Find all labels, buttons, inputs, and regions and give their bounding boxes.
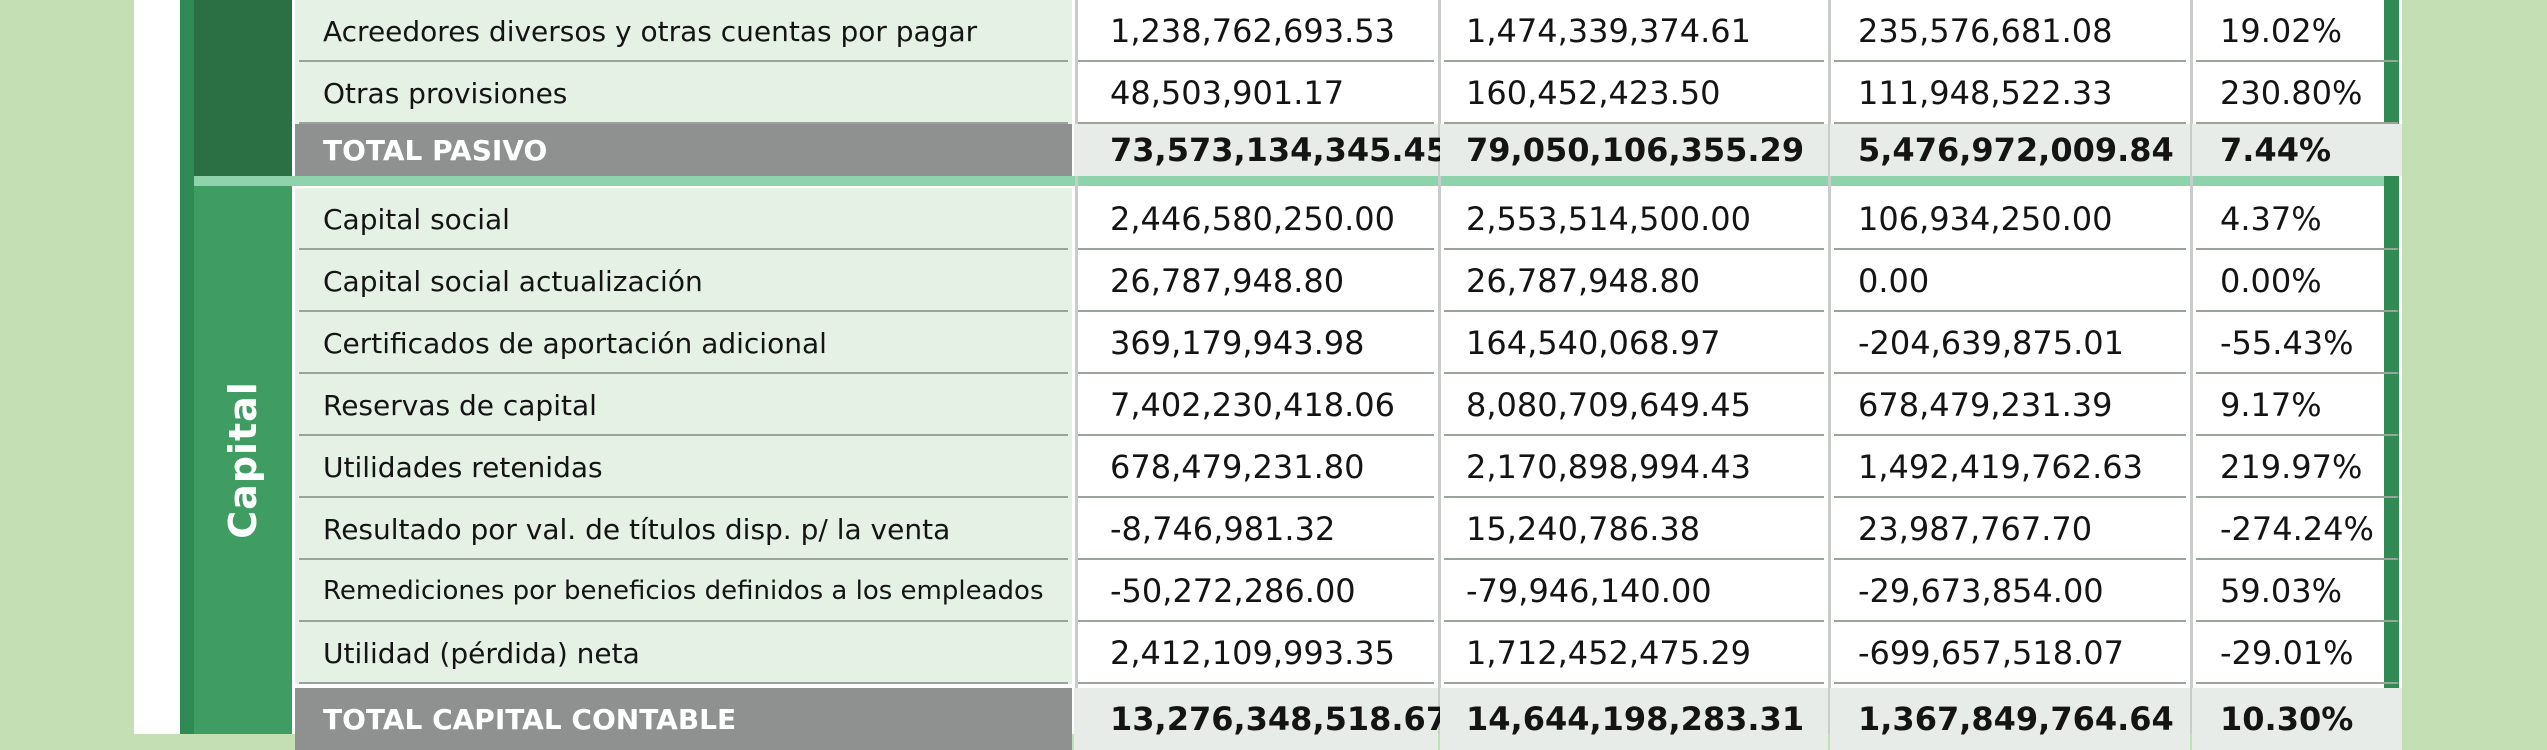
total-label: TOTAL CAPITAL CONTABLE [295, 688, 1072, 750]
row-label: Remediciones por beneficios definidos a … [295, 560, 1072, 622]
total-row: TOTAL PASIVO 73,573,134,345.45 79,050,10… [292, 124, 2402, 176]
percent-cell: -274.24% [2192, 498, 2402, 560]
value-cell: -8,746,981.32 [1074, 498, 1438, 560]
table-row: Utilidad (pérdida) neta 2,412,109,993.35… [292, 622, 2398, 684]
percent-cell: -29.01% [2192, 622, 2402, 684]
total-label: TOTAL PASIVO [295, 124, 1072, 176]
value-cell: -699,657,518.07 [1830, 622, 2190, 684]
value-cell: 23,987,767.70 [1830, 498, 2190, 560]
value-cell: 0.00 [1830, 250, 2190, 312]
value-cell: 26,787,948.80 [1074, 250, 1438, 312]
table-row: Utilidades retenidas 678,479,231.80 2,17… [292, 436, 2398, 498]
row-label: Resultado por val. de títulos disp. p/ l… [295, 498, 1072, 560]
total-value: 73,573,134,345.45 [1074, 124, 1448, 176]
column-divider [1828, 0, 1831, 734]
column-divider [1075, 0, 1078, 734]
percent-cell: 230.80% [2192, 62, 2402, 124]
row-label: Capital social actualización [295, 250, 1072, 312]
value-cell: 111,948,522.33 [1830, 62, 2190, 124]
value-cell: 1,712,452,475.29 [1440, 622, 1828, 684]
value-cell: 369,179,943.98 [1074, 312, 1438, 374]
percent-cell: 0.00% [2192, 250, 2402, 312]
value-cell: -29,673,854.00 [1830, 560, 2190, 622]
value-cell: 2,553,514,500.00 [1440, 188, 1828, 250]
value-cell: 106,934,250.00 [1830, 188, 2190, 250]
value-cell: 1,492,419,762.63 [1830, 436, 2190, 498]
row-label: Utilidad (pérdida) neta [295, 622, 1072, 684]
value-cell: 2,412,109,993.35 [1074, 622, 1438, 684]
capital-section-label: Capital [194, 185, 292, 734]
table-row: Remediciones por beneficios definidos a … [292, 560, 2398, 622]
total-value: 5,476,972,009.84 [1830, 124, 2190, 176]
row-label: Capital social [295, 188, 1072, 250]
column-divider [1438, 0, 1441, 734]
row-label: Utilidades retenidas [295, 436, 1072, 498]
table-row: Resultado por val. de títulos disp. p/ l… [292, 498, 2398, 560]
percent-cell: 19.02% [2192, 0, 2402, 62]
value-cell: 2,170,898,994.43 [1440, 436, 1828, 498]
table-row: Reservas de capital 7,402,230,418.06 8,0… [292, 374, 2398, 436]
value-cell: 15,240,786.38 [1440, 498, 1828, 560]
capital-section-title: Capital [221, 380, 265, 539]
table-row: Acreedores diversos y otras cuentas por … [292, 0, 2398, 62]
value-cell: 1,474,339,374.61 [1440, 0, 1828, 62]
percent-cell: 59.03% [2192, 560, 2402, 622]
table-row: Capital social actualización 26,787,948.… [292, 250, 2398, 312]
table-row: Otras provisiones 48,503,901.17 160,452,… [292, 62, 2398, 124]
total-value: 1,367,849,764.64 [1830, 688, 2190, 750]
row-label: Certificados de aportación adicional [295, 312, 1072, 374]
percent-cell: 4.37% [2192, 188, 2402, 250]
value-cell: 164,540,068.97 [1440, 312, 1828, 374]
value-cell: 2,446,580,250.00 [1074, 188, 1438, 250]
row-label: Reservas de capital [295, 374, 1072, 436]
value-cell: 678,479,231.80 [1074, 436, 1438, 498]
value-cell: 26,787,948.80 [1440, 250, 1828, 312]
total-value: 14,644,198,283.31 [1440, 688, 1828, 750]
value-cell: -50,272,286.00 [1074, 560, 1438, 622]
value-cell: 48,503,901.17 [1074, 62, 1438, 124]
capital-section-block [194, 185, 292, 734]
column-divider [2190, 0, 2193, 734]
value-cell: 1,238,762,693.53 [1074, 0, 1438, 62]
percent-cell: -55.43% [2192, 312, 2402, 374]
table-row: Certificados de aportación adicional 369… [292, 312, 2398, 374]
value-cell: 678,479,231.39 [1830, 374, 2190, 436]
value-cell: 7,402,230,418.06 [1074, 374, 1438, 436]
total-percent: 7.44% [2192, 124, 2402, 176]
value-cell: -79,946,140.00 [1440, 560, 1828, 622]
row-label: Acreedores diversos y otras cuentas por … [295, 0, 1072, 62]
value-cell: 160,452,423.50 [1440, 62, 1828, 124]
total-value: 79,050,106,355.29 [1440, 124, 1828, 176]
section-divider [194, 176, 2384, 186]
total-percent: 10.30% [2192, 688, 2402, 750]
row-label: Otras provisiones [295, 62, 1072, 124]
total-row: TOTAL CAPITAL CONTABLE 13,276,348,518.67… [292, 688, 2402, 750]
percent-cell: 219.97% [2192, 436, 2402, 498]
pasivo-section-block [194, 0, 292, 176]
value-cell: -204,639,875.01 [1830, 312, 2190, 374]
value-cell: 8,080,709,649.45 [1440, 374, 1828, 436]
percent-cell: 9.17% [2192, 374, 2402, 436]
value-cell: 235,576,681.08 [1830, 0, 2190, 62]
total-value: 13,276,348,518.67 [1074, 688, 1448, 750]
table-row: Capital social 2,446,580,250.00 2,553,51… [292, 188, 2398, 250]
